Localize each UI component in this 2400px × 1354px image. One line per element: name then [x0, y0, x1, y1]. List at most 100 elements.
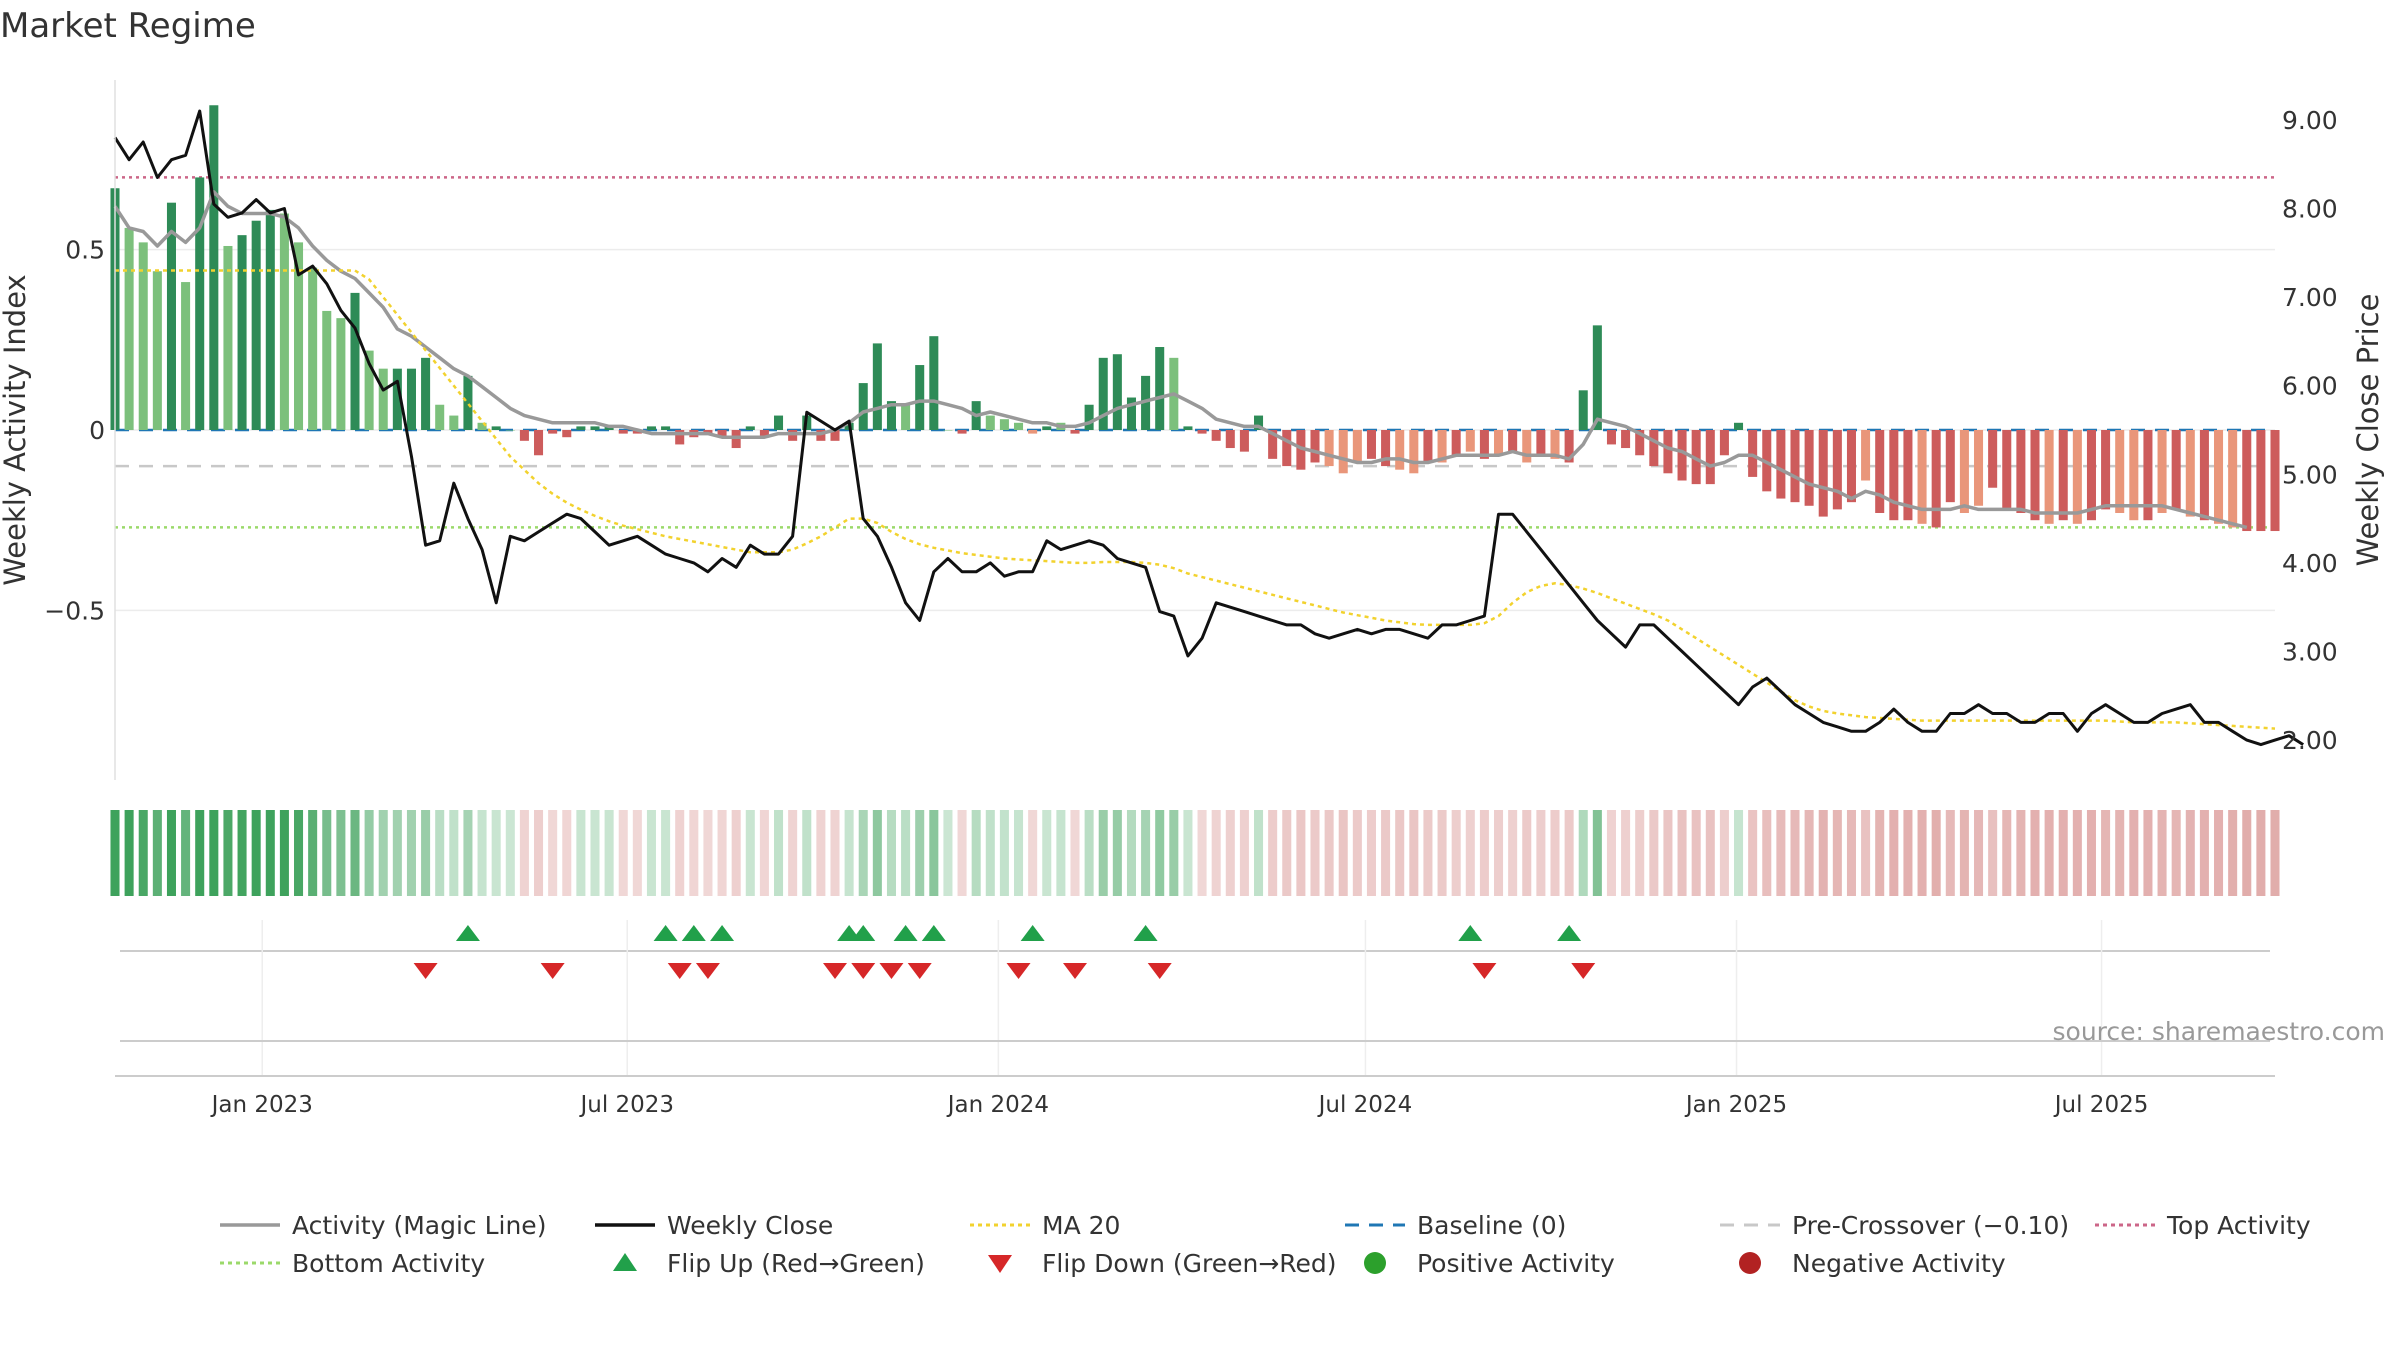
regime-strip-cell-80	[1239, 810, 1249, 896]
regime-strip-cell-2	[138, 810, 148, 896]
activity-bar-65	[1028, 430, 1038, 434]
activity-bar-140	[2086, 430, 2096, 521]
activity-bar-9	[237, 235, 247, 430]
regime-strip-cell-70	[1098, 810, 1108, 896]
regime-strip-cell-141	[2101, 810, 2111, 896]
regime-strip-cell-139	[2072, 810, 2082, 896]
activity-bar-36	[618, 430, 628, 434]
regime-strip-cell-148	[2199, 810, 2209, 896]
activity-bar-106	[1606, 430, 1616, 445]
regime-strip-cell-132	[1974, 810, 1984, 896]
activity-bar-39	[661, 426, 671, 430]
activity-bar-29	[519, 430, 529, 441]
regime-strip-cell-58	[929, 810, 939, 896]
activity-bar-17	[350, 292, 360, 430]
regime-strip-cell-57	[915, 810, 925, 896]
regime-strip-cell-59	[943, 810, 953, 896]
activity-bar-109	[1649, 430, 1659, 467]
legend-label: Flip Up (Red→Green)	[667, 1249, 925, 1278]
activity-bar-13	[294, 242, 304, 430]
regime-strip-cell-88	[1352, 810, 1362, 896]
legend-item-5: Top Activity	[2095, 1211, 2311, 1240]
activity-bar-131	[1959, 430, 1969, 513]
regime-strip-cell-41	[689, 810, 699, 896]
activity-bar-153	[2270, 430, 2280, 532]
activity-bar-143	[2129, 430, 2139, 521]
regime-strip-cell-97	[1479, 810, 1489, 896]
activity-bar-42	[703, 430, 713, 434]
activity-bar-101	[1536, 430, 1546, 456]
activity-bar-45	[745, 426, 755, 430]
regime-strip-cell-56	[901, 810, 911, 896]
legend-label: Baseline (0)	[1417, 1211, 1566, 1240]
chart-title: Market Regime	[0, 6, 256, 46]
regime-strip-cell-145	[2157, 810, 2167, 896]
regime-strip-cell-1	[124, 810, 134, 896]
activity-bar-37	[632, 430, 642, 434]
regime-strip-cell-128	[1917, 810, 1927, 896]
activity-bar-70	[1098, 357, 1108, 430]
activity-bar-85	[1310, 430, 1320, 463]
regime-strip-cell-147	[2185, 810, 2195, 896]
regime-strip-cell-69	[1084, 810, 1094, 896]
activity-bar-135	[2016, 430, 2026, 513]
activity-bar-114	[1719, 430, 1729, 456]
regime-strip-cell-150	[2228, 810, 2238, 896]
regime-strip-cell-63	[999, 810, 1009, 896]
regime-strip-cell-74	[1155, 810, 1165, 896]
regime-strip-cell-42	[703, 810, 713, 896]
regime-strip-cell-126	[1889, 810, 1899, 896]
x-tick-label-4: Jan 2025	[1684, 1092, 1787, 1118]
activity-bars	[110, 105, 2280, 532]
regime-strip-cell-12	[279, 810, 289, 896]
flip-markers	[120, 925, 2270, 979]
activity-bar-89	[1366, 430, 1376, 459]
regime-strip-cell-143	[2129, 810, 2139, 896]
activity-bar-32	[562, 430, 572, 438]
regime-strip-cell-19	[378, 810, 388, 896]
regime-strip-cell-137	[2044, 810, 2054, 896]
activity-bar-59	[943, 430, 953, 431]
regime-strip-cell-72	[1126, 810, 1136, 896]
activity-bar-23	[435, 404, 445, 430]
activity-bar-97	[1479, 430, 1489, 459]
activity-bar-7	[209, 105, 219, 431]
regime-strip-cell-94	[1437, 810, 1447, 896]
regime-strip-cell-54	[872, 810, 882, 896]
activity-bar-50	[816, 430, 826, 441]
regime-strip-cell-21	[406, 810, 416, 896]
right-axis-label: Weekly Close Price	[2351, 294, 2385, 567]
activity-bar-11	[265, 209, 275, 430]
left-tick-label-1: 0	[89, 416, 105, 445]
regime-strip-cell-86	[1324, 810, 1334, 896]
regime-strip-cell-48	[788, 810, 798, 896]
regime-strip-cell-6	[195, 810, 205, 896]
regime-strip-cell-67	[1056, 810, 1066, 896]
activity-bar-116	[1748, 430, 1758, 477]
regime-strip-cell-122	[1832, 810, 1842, 896]
legend-label: Activity (Magic Line)	[292, 1211, 546, 1240]
activity-bar-123	[1846, 430, 1856, 503]
regime-strip-cell-130	[1945, 810, 1955, 896]
regime-strip-cell-18	[364, 810, 374, 896]
regime-strip-cell-15	[322, 810, 332, 896]
regime-strip-cell-7	[209, 810, 219, 896]
regime-strip-cell-117	[1762, 810, 1772, 896]
regime-strip-cell-96	[1465, 810, 1475, 896]
regime-strip-cell-30	[534, 810, 544, 896]
regime-strip-cell-43	[717, 810, 727, 896]
x-tick-label-5: Jul 2025	[2053, 1092, 2149, 1118]
regime-strip-cell-118	[1776, 810, 1786, 896]
regime-strip-cell-13	[294, 810, 304, 896]
regime-strip-cell-28	[505, 810, 515, 896]
activity-bar-21	[406, 368, 416, 430]
regime-strip-cell-11	[265, 810, 275, 896]
flip-down-marker-0	[413, 963, 438, 979]
regime-strip-cell-93	[1423, 810, 1433, 896]
activity-bar-119	[1790, 430, 1800, 503]
regime-strip-cell-77	[1197, 810, 1207, 896]
flip-down-marker-4	[823, 963, 847, 979]
activity-bar-25	[463, 375, 473, 430]
flip-down-marker-11	[1472, 963, 1497, 979]
